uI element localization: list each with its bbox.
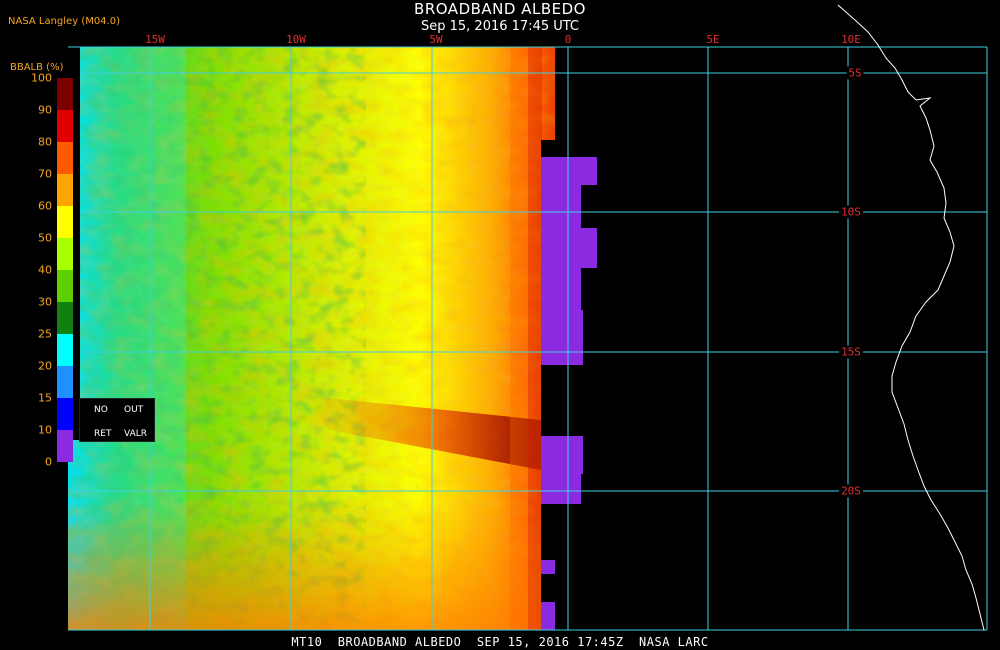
map-title: BROADBAND ALBEDO — [414, 0, 586, 18]
lon-label-10w: 10W — [286, 33, 306, 46]
colorbar-tick-label: 100 — [31, 71, 52, 85]
lon-label-0: 0 — [564, 33, 572, 46]
legend-ret: RET — [94, 429, 112, 439]
colorbar-swatch — [57, 366, 73, 398]
graticule — [68, 46, 988, 631]
colorbar-tick-label: 25 — [38, 327, 52, 341]
lon-label-15w: 15W — [145, 33, 165, 46]
colorbar-tick-label: 40 — [38, 263, 52, 277]
colorbar-tick-label: 15 — [38, 391, 52, 405]
source-label: NASA Langley (M04.0) — [8, 16, 120, 27]
lat-label-10s: 10S — [839, 205, 863, 219]
legend-no: NO — [94, 405, 108, 415]
legend-valr: VALR — [124, 429, 148, 439]
colorbar-swatch — [57, 142, 73, 174]
colorbar-tick-label: 90 — [38, 103, 52, 117]
lat-label-5s: 5S — [846, 66, 864, 80]
colorbar-tick-label: 70 — [38, 167, 52, 181]
coastline — [837, 4, 985, 631]
colorbar-swatch — [57, 206, 73, 238]
colorbar-tick-label: 20 — [38, 359, 52, 373]
footer-caption: MT10 BROADBAND ALBEDO SEP 15, 2016 17:45… — [291, 635, 709, 649]
colorbar-tick-label: 10 — [38, 423, 52, 437]
colorbar-title: BBALB (%) — [10, 62, 64, 73]
colorbar-swatch — [57, 174, 73, 206]
colorbar-tick-label: 60 — [38, 199, 52, 213]
colorbar-tick-label: 0 — [45, 455, 52, 469]
lat-label-15s: 15S — [839, 345, 863, 359]
colorbar-tick-label: 80 — [38, 135, 52, 149]
legend-box: NO OUT RET VALR — [79, 398, 155, 442]
lon-label-5e: 5E — [706, 33, 720, 46]
colorbar-swatch — [57, 430, 73, 462]
colorbar-swatch — [57, 78, 73, 110]
albedo-field — [68, 47, 555, 630]
colorbar-swatch — [57, 334, 73, 366]
lat-label-20s: 20S — [839, 484, 863, 498]
lon-label-10e: 10E — [841, 33, 861, 46]
legend-out: OUT — [124, 405, 144, 415]
colorbar-swatch — [57, 270, 73, 302]
colorbar-tick-label: 30 — [38, 295, 52, 309]
lon-label-5w: 5W — [429, 33, 443, 46]
colorbar-tick-label: 50 — [38, 231, 52, 245]
colorbar-swatch — [57, 302, 73, 334]
no-data-blocks — [541, 157, 597, 630]
colorbar-swatch — [57, 238, 73, 270]
colorbar-swatch — [57, 398, 73, 430]
map-subtitle: Sep 15, 2016 17:45 UTC — [420, 19, 580, 34]
colorbar-swatch — [57, 110, 73, 142]
